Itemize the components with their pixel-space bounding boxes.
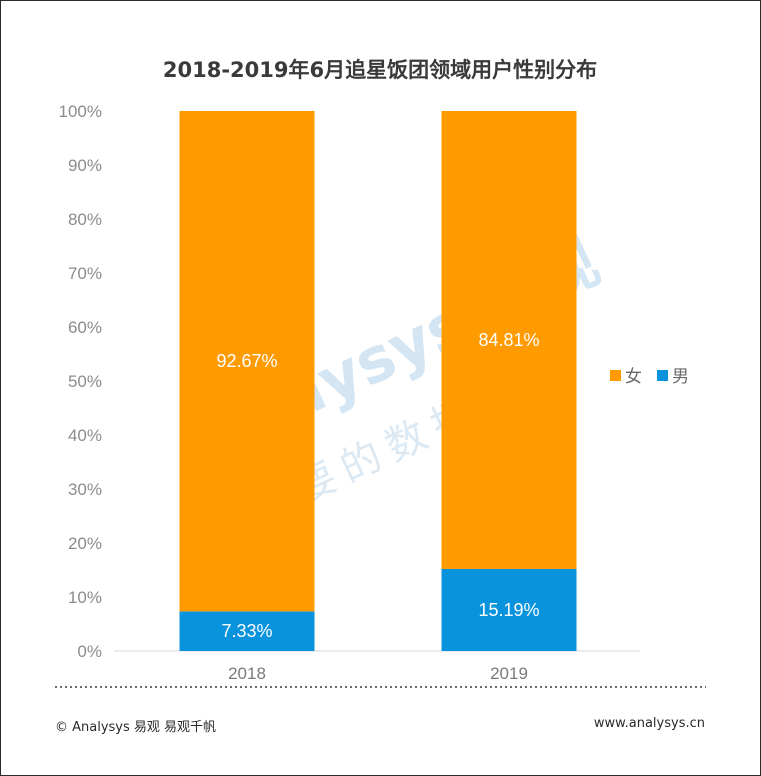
x-tick-label: 2018 — [228, 664, 266, 683]
y-tick-label: 100% — [59, 102, 102, 121]
legend-label: 女 — [625, 367, 642, 387]
y-tick-label: 60% — [68, 318, 102, 337]
bars: 7.33% 92.67% 15.19% 84.81% — [179, 111, 577, 651]
legend-label: 男 — [672, 367, 689, 387]
y-tick-label: 0% — [77, 642, 102, 661]
bar-segment — [179, 111, 315, 612]
data-label: 7.33% — [221, 621, 272, 641]
legend-swatch — [657, 370, 668, 381]
x-axis: 2018 2019 — [228, 664, 528, 683]
y-tick-label: 10% — [68, 588, 102, 607]
legend-swatch — [610, 370, 621, 381]
y-tick-label: 20% — [68, 534, 102, 553]
bar-segment — [179, 611, 315, 651]
y-tick-label: 50% — [68, 372, 102, 391]
bar-segment — [441, 111, 577, 569]
chart-title: 2018-2019年6月追星饭团领域用户性别分布 — [163, 58, 597, 82]
y-tick-label: 40% — [68, 426, 102, 445]
data-label: 84.81% — [478, 330, 539, 350]
x-tick-label: 2019 — [490, 664, 528, 683]
legend: 女男 — [610, 367, 689, 387]
data-label: 15.19% — [478, 600, 539, 620]
footer-website: www.analysys.cn — [593, 716, 705, 731]
data-label: 92.67% — [216, 351, 277, 371]
footer-copyright: © Analysys 易观 易观千帆 — [55, 720, 217, 735]
y-tick-label: 30% — [68, 480, 102, 499]
y-tick-label: 80% — [68, 210, 102, 229]
y-tick-label: 70% — [68, 264, 102, 283]
y-tick-label: 90% — [68, 156, 102, 175]
y-axis: 0% 10% 20% 30% 40% 50% 60% 70% 80% 90% 100% — [59, 102, 102, 661]
bar-segment — [441, 568, 577, 651]
